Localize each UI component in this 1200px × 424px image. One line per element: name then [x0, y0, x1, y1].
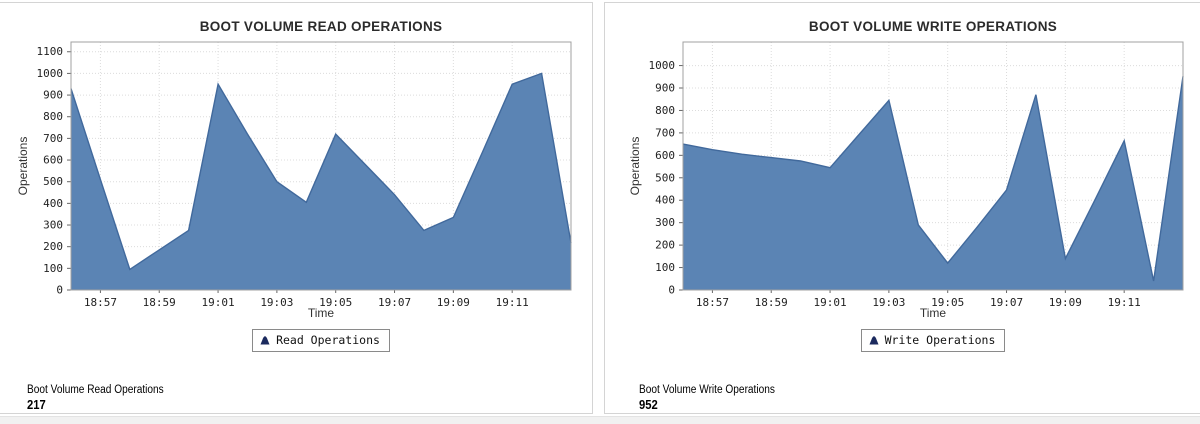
legend-box: Write Operations [860, 329, 1006, 352]
boot-volume-write-operations-card: BOOT VOLUME WRITE OPERATIONS Operations … [604, 2, 1200, 414]
x-tick-label: 18:59 [755, 296, 788, 309]
y-tick-label: 100 [655, 261, 675, 274]
y-tick-label: 1000 [37, 67, 64, 80]
x-tick-label: 19:03 [260, 296, 293, 309]
chart-title: BOOT VOLUME WRITE OPERATIONS [808, 19, 1058, 34]
read-operations-area-chart: 18:57 18:59 19:01 19:03 19:05 19:07 19:09 19:11… [37, 41, 572, 309]
area-series-fill [683, 76, 1183, 290]
chart-title: BOOT VOLUME READ OPERATIONS [199, 19, 443, 34]
plot-border [70, 41, 572, 291]
y-tick-label: 1100 [37, 45, 64, 58]
x-tick-label: 19:11 [496, 296, 529, 309]
y-tick-label: 300 [655, 216, 675, 229]
area-series-fill [71, 73, 571, 291]
y-tick-label: 100 [43, 262, 63, 275]
metric-summary: Boot Volume Write Operations 952 [639, 384, 793, 412]
x-tick-label: 19:05 [931, 296, 964, 309]
page-bottom-strip [0, 416, 1200, 424]
x-tick-label: 18:59 [143, 296, 176, 309]
area-series-icon [869, 336, 879, 345]
y-tick-label: 900 [43, 89, 63, 102]
y-tick-label: 300 [43, 219, 63, 232]
metric-value: 217 [27, 398, 46, 412]
area-series-line [682, 76, 1184, 282]
x-tick-label: 19:05 [319, 296, 352, 309]
x-axis-title: Time [307, 306, 335, 320]
legend-box: Read Operations [252, 329, 390, 352]
boot-volume-read-operations-card: BOOT VOLUME READ OPERATIONS Operations 1… [0, 2, 593, 414]
x-tick-label: 19:03 [872, 296, 905, 309]
x-tick-label: 19:01 [813, 296, 846, 309]
x-tick-label: 19:09 [437, 296, 470, 309]
write-operations-area-chart: 18:57 18:59 19:01 19:03 19:05 19:07 19:09 19:11… [649, 41, 1184, 309]
x-tick-label: 19:07 [378, 296, 411, 309]
y-tick-label: 0 [668, 284, 675, 297]
y-tick-label: 600 [655, 149, 675, 162]
y-tick-label: 400 [43, 197, 63, 210]
y-tick-label: 500 [655, 171, 675, 184]
y-tick-label: 900 [655, 82, 675, 95]
metric-summary: Boot Volume Read Operations 217 [27, 384, 182, 412]
x-tick-label: 19:01 [201, 296, 234, 309]
metric-value: 952 [639, 398, 658, 412]
y-tick-label: 200 [655, 239, 675, 252]
area-series-icon [260, 336, 270, 345]
x-tick-label: 19:09 [1049, 296, 1082, 309]
x-tick-label: 18:57 [696, 296, 729, 309]
y-tick-label: 0 [56, 284, 63, 297]
y-tick-label: 200 [43, 240, 63, 253]
metric-label: Boot Volume Read Operations [27, 384, 164, 396]
legend-label: Write Operations [884, 333, 996, 347]
y-tick-label: 600 [43, 154, 63, 167]
x-tick-label: 19:07 [990, 296, 1023, 309]
y-tick-label: 800 [655, 104, 675, 117]
y-tick-label: 700 [655, 126, 675, 139]
y-tick-label: 500 [43, 175, 63, 188]
legend: Write Operations [683, 329, 1183, 352]
y-tick-label: 700 [43, 132, 63, 145]
y-tick-label: 400 [655, 194, 675, 207]
x-tick-label: 19:11 [1108, 296, 1141, 309]
legend-label: Read Operations [276, 333, 380, 347]
area-series-line [70, 72, 572, 271]
y-tick-label: 1000 [649, 59, 676, 72]
x-axis-title: Time [919, 306, 947, 320]
plot-border [682, 41, 1184, 291]
x-tick-label: 18:57 [84, 296, 117, 309]
metric-label: Boot Volume Write Operations [639, 384, 775, 396]
y-tick-label: 800 [43, 110, 63, 123]
legend: Read Operations [71, 329, 571, 352]
